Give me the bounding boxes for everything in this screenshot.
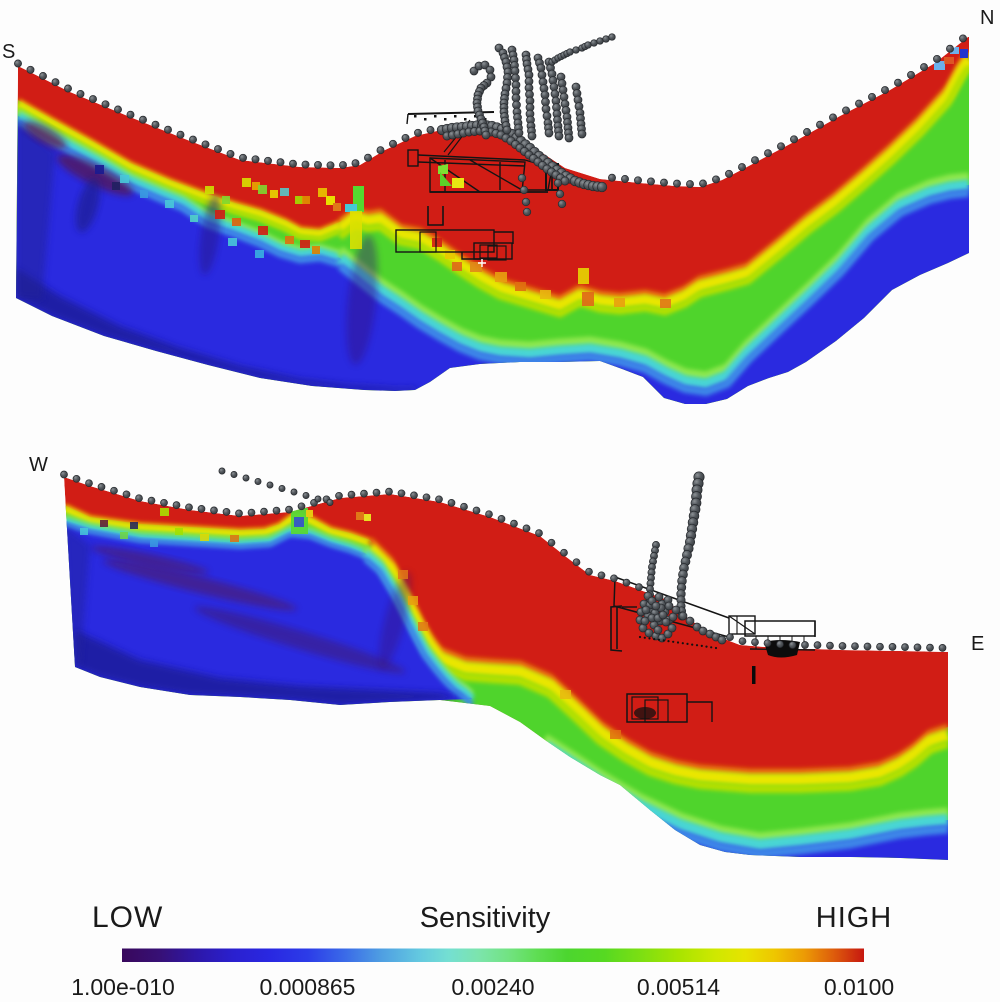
svg-text:Sensitivity: Sensitivity — [420, 902, 551, 934]
svg-text:LOW: LOW — [92, 901, 163, 934]
svg-text:0.000865: 0.000865 — [260, 974, 356, 1000]
svg-text:HIGH: HIGH — [816, 902, 893, 934]
svg-text:S: S — [2, 41, 15, 63]
svg-text:0.00514: 0.00514 — [637, 974, 720, 1000]
svg-text:E: E — [971, 633, 984, 655]
svg-text:1.00e-010: 1.00e-010 — [71, 974, 175, 1000]
svg-text:0.00240: 0.00240 — [451, 974, 534, 1000]
svg-text:W: W — [29, 454, 48, 476]
svg-text:N: N — [980, 7, 994, 29]
svg-text:0.0100: 0.0100 — [824, 974, 894, 1000]
